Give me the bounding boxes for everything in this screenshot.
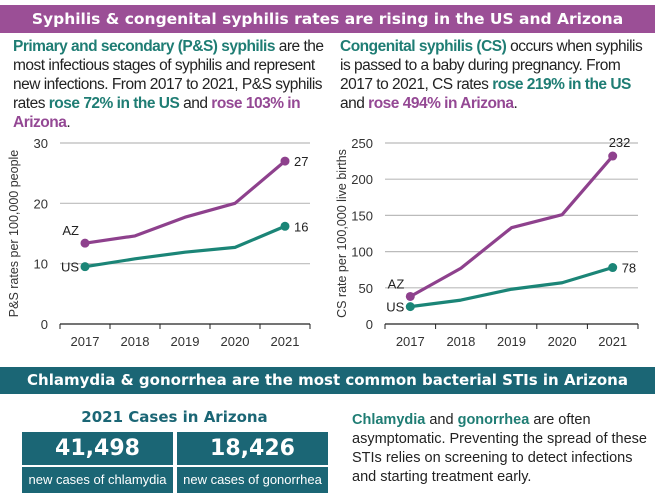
- ps-term: Primary and secondary (P&S) syphilis: [13, 38, 275, 55]
- x-tick-label: 2021: [271, 334, 300, 349]
- x-tick-label: 2017: [71, 334, 100, 349]
- ps-syphilis-chart: 0 10 20 30 2017 2018 2019 2020 2021 P&S rates per…: [7, 136, 311, 349]
- data-point-az: [80, 238, 90, 248]
- x-tick-label: 2019: [171, 334, 200, 349]
- series-line-az: [409, 154, 614, 298]
- cs-chart: 0 50 100 150 200 250 2017 2018 2019 2020 2021 CS ra…: [335, 135, 639, 349]
- series-label: US: [386, 300, 404, 315]
- end-value-label: 78: [622, 261, 636, 276]
- ps-description: Primary and secondary (P&S) syphilis are…: [13, 37, 335, 132]
- end-value-label: 16: [294, 219, 308, 234]
- text: .: [513, 95, 518, 112]
- text: are the most infectious stages of syphil…: [13, 38, 324, 112]
- sti-description: Chlamydia and gonorrhea are often asympt…: [352, 411, 652, 487]
- data-point-az: [608, 151, 618, 161]
- cs-description: Congenital syphilis (CS) occurs when syp…: [340, 37, 654, 113]
- y-tick-label: 0: [41, 317, 48, 332]
- chlamydia-label: new cases of chlamydia: [22, 467, 173, 493]
- cs-term: Congenital syphilis (CS): [340, 38, 507, 55]
- data-point-us: [405, 302, 415, 312]
- y-tick-label: 20: [34, 196, 48, 211]
- x-tick-label: 2018: [121, 334, 150, 349]
- y-axis-label: CS rate per 100,000 live births: [335, 149, 349, 318]
- end-value-label: 232: [609, 135, 631, 150]
- gonorrhea-term: gonorrhea: [457, 412, 530, 428]
- text: and: [425, 412, 458, 428]
- us-rise: rose 72% in the US: [48, 95, 180, 112]
- sti-banner: Chlamydia & gonorrhea are the most commo…: [0, 367, 655, 394]
- y-tick-label: 200: [351, 172, 373, 187]
- text: .: [66, 114, 71, 131]
- x-tick-label: 2021: [598, 334, 627, 349]
- cases-title: 2021 Cases in Arizona: [81, 408, 268, 426]
- text: and: [340, 95, 369, 112]
- end-value-label: 27: [294, 154, 308, 169]
- x-tick-label: 2019: [497, 334, 526, 349]
- az-rise: rose 494% in Arizona: [368, 95, 514, 112]
- y-tick-label: 100: [351, 245, 373, 260]
- data-point-az: [405, 291, 415, 301]
- x-tick-label: 2018: [446, 334, 475, 349]
- gonorrhea-count: 18,426: [177, 432, 328, 465]
- x-tick-label: 2020: [548, 334, 577, 349]
- series-label: AZ: [388, 276, 405, 291]
- text: are often asymptomatic. Preventing the s…: [352, 412, 647, 485]
- text: and: [179, 95, 212, 112]
- gonorrhea-label: new cases of gonorrhea: [177, 467, 328, 493]
- series-line-us: [410, 265, 614, 309]
- series-line-az: [84, 159, 287, 245]
- chlamydia-count: 41,498: [22, 432, 173, 465]
- y-tick-label: 0: [366, 317, 373, 332]
- y-tick-label: 10: [34, 257, 48, 272]
- series-line-us: [84, 224, 286, 269]
- syphilis-banner: Syphilis & congenital syphilis rates are…: [0, 5, 655, 33]
- y-tick-label: 250: [351, 136, 373, 151]
- y-tick-label: 150: [351, 208, 373, 223]
- data-point-us: [80, 262, 90, 272]
- data-point-az: [280, 156, 290, 166]
- series-label: US: [61, 260, 79, 275]
- y-axis-label: P&S rates per 100,000 people: [7, 150, 21, 318]
- y-tick-label: 30: [34, 136, 48, 151]
- data-point-us: [280, 221, 290, 231]
- us-rise: rose 219% in the US: [492, 76, 631, 93]
- x-tick-label: 2020: [221, 334, 250, 349]
- az-rise: rose 103% in Arizona: [13, 95, 301, 131]
- y-tick-label: 50: [359, 281, 373, 296]
- text: occurs when syphilis is passed to a baby…: [340, 38, 643, 93]
- series-label: AZ: [62, 223, 79, 238]
- data-point-us: [608, 263, 618, 273]
- x-tick-label: 2017: [396, 334, 425, 349]
- chlamydia-term: Chlamydia: [352, 412, 426, 428]
